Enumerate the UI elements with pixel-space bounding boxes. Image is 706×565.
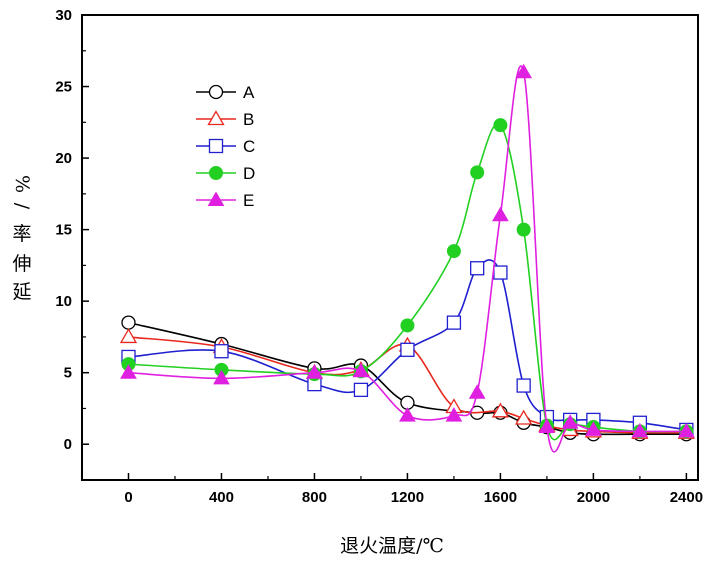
legend-label: A xyxy=(243,83,255,102)
x-tick-label: 400 xyxy=(209,489,234,506)
legend-item-D: D xyxy=(196,164,255,183)
data-point-C xyxy=(214,344,229,359)
data-point-A xyxy=(121,315,136,330)
legend-item-E: E xyxy=(196,191,254,210)
legend-marker xyxy=(207,110,225,126)
x-tick-label: 2000 xyxy=(577,489,610,506)
plot-frame xyxy=(81,14,699,481)
data-point-E xyxy=(468,384,486,399)
data-point-C xyxy=(400,342,415,357)
data-point-E xyxy=(306,364,323,379)
legend-box xyxy=(192,78,270,216)
x-tick-label: 2400 xyxy=(670,489,703,506)
data-point-B xyxy=(491,402,510,418)
y-axis-title-char: 延 xyxy=(12,281,31,303)
x-tick-label: 1200 xyxy=(391,489,424,506)
legend-item-C: C xyxy=(196,137,255,156)
legend-marker xyxy=(209,166,223,180)
y-axis-title: % / 率伸延 xyxy=(11,175,33,303)
y-axis-title-char: 伸 xyxy=(12,253,31,275)
x-axis-title: 退火温度/℃ xyxy=(340,535,444,557)
y-tick-label: 20 xyxy=(55,150,72,167)
data-point-E xyxy=(561,414,579,429)
y-axis-title-char: / xyxy=(11,203,33,210)
legend-label: B xyxy=(243,110,254,129)
data-point-B xyxy=(515,409,533,425)
series-E xyxy=(120,63,695,453)
data-point-D xyxy=(516,222,531,237)
data-point-D xyxy=(446,244,461,259)
data-point-E xyxy=(445,407,463,422)
series-layer xyxy=(119,63,696,453)
y-axis-title-char: 率 xyxy=(12,223,31,245)
data-point-D xyxy=(493,118,508,133)
x-tick-label: 1600 xyxy=(484,489,517,506)
data-point-E xyxy=(585,421,602,436)
y-tick-label: 0 xyxy=(64,436,72,453)
legend-marker xyxy=(208,84,224,100)
legend-item-A: A xyxy=(196,83,255,102)
y-tick-label: 30 xyxy=(55,7,72,24)
y-tick-label: 25 xyxy=(55,79,72,96)
legend-label: E xyxy=(243,191,254,210)
y-axis-title-char: % xyxy=(11,175,33,193)
data-point-E xyxy=(538,418,556,434)
data-point-E xyxy=(352,362,370,378)
data-point-C xyxy=(470,261,485,276)
legend-item-B: B xyxy=(196,110,254,129)
y-tick-label: 5 xyxy=(64,365,72,382)
legend-label: D xyxy=(243,164,255,183)
legend-marker xyxy=(207,191,225,206)
legend-marker xyxy=(208,138,224,154)
data-point-E xyxy=(399,407,416,422)
data-point-C xyxy=(493,265,508,280)
data-point-E xyxy=(678,422,695,438)
y-tick-label: 15 xyxy=(55,222,72,239)
data-point-C xyxy=(516,378,531,393)
x-tick-label: 0 xyxy=(124,489,132,506)
y-tick-label: 10 xyxy=(55,293,72,310)
x-tick-label: 800 xyxy=(302,489,327,506)
data-point-D xyxy=(400,318,415,333)
data-point-E xyxy=(120,364,137,379)
data-point-E xyxy=(213,369,230,385)
data-point-D xyxy=(470,165,485,180)
data-point-E xyxy=(492,206,509,222)
data-point-B xyxy=(119,328,138,344)
data-point-C xyxy=(353,382,369,398)
data-point-E xyxy=(515,63,533,79)
data-point-C xyxy=(446,315,462,330)
data-point-E xyxy=(631,422,649,438)
axes: 0 400 800 1200 1600 2000 2400 0 5 10 15 20 25 30 xyxy=(55,7,703,506)
legend-label: C xyxy=(243,137,255,156)
